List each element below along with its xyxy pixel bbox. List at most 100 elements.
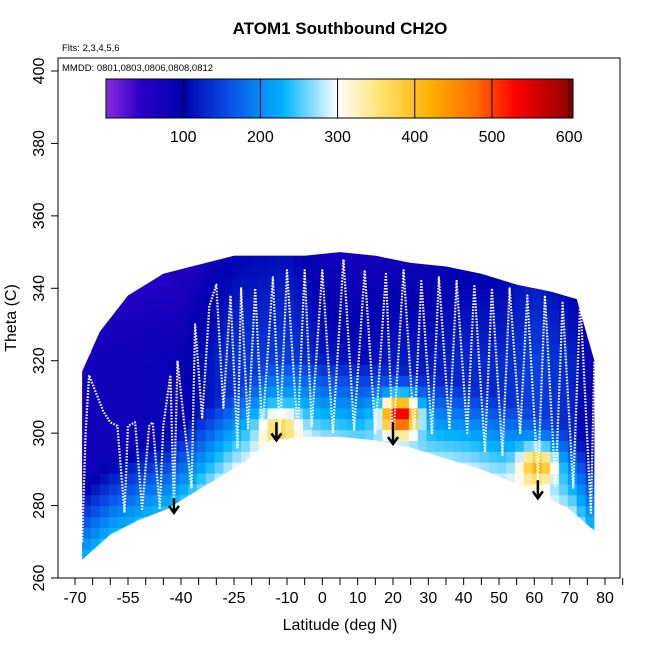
heatmap-cell bbox=[117, 505, 127, 518]
heatmap-cell bbox=[90, 462, 101, 474]
heatmap-cell bbox=[567, 396, 578, 409]
heatmap-cell bbox=[285, 418, 295, 431]
heatmap-cell bbox=[426, 451, 436, 463]
heatmap-cell bbox=[143, 342, 154, 355]
heatmap-cell bbox=[585, 505, 595, 518]
heatmap-cell bbox=[311, 320, 322, 333]
heatmap-cell bbox=[559, 375, 569, 387]
heatmap-cell bbox=[82, 429, 92, 441]
heatmap-cell bbox=[99, 386, 110, 398]
heatmap-cell bbox=[523, 342, 534, 355]
heatmap-cell bbox=[435, 364, 445, 376]
heatmap-cell bbox=[347, 331, 357, 344]
heatmap-cell bbox=[400, 375, 410, 387]
heatmap-cell bbox=[302, 255, 313, 268]
heatmap-cell bbox=[497, 310, 507, 322]
heatmap-cell bbox=[152, 364, 163, 376]
dates-annotation: MMDD: 0801,0803,0806,0808,0812 bbox=[62, 63, 213, 74]
heatmap-cell bbox=[196, 364, 207, 376]
heatmap-cell bbox=[506, 277, 516, 289]
heatmap-cell bbox=[90, 396, 101, 409]
heatmap-cell bbox=[461, 462, 472, 474]
heatmap-cell bbox=[576, 462, 587, 474]
heatmap-cell bbox=[320, 252, 330, 257]
heatmap-cell bbox=[567, 505, 578, 518]
heatmap-cell bbox=[497, 451, 507, 463]
heatmap-cell bbox=[135, 386, 145, 398]
heatmap-cell bbox=[497, 342, 507, 355]
heatmap-cell bbox=[108, 364, 118, 376]
heatmap-cell bbox=[541, 299, 551, 311]
heatmap-cell bbox=[179, 396, 189, 409]
heatmap-cell bbox=[514, 472, 525, 485]
heatmap-cell bbox=[99, 516, 110, 528]
heatmap-cell bbox=[179, 331, 189, 344]
heatmap-cell bbox=[294, 353, 304, 365]
heatmap-cell bbox=[117, 386, 127, 398]
heatmap-cell bbox=[541, 440, 551, 452]
heatmap-cell bbox=[426, 353, 436, 365]
heatmap-cell bbox=[541, 342, 551, 355]
heatmap-cell bbox=[214, 451, 224, 463]
heatmap-cell bbox=[444, 288, 454, 300]
heatmap-cell bbox=[276, 353, 286, 365]
heatmap-cell bbox=[82, 505, 92, 518]
heatmap-cell bbox=[514, 483, 525, 496]
heatmap-cell bbox=[461, 429, 472, 441]
heatmap-cell bbox=[320, 342, 330, 355]
heatmap-cell bbox=[514, 396, 525, 409]
heatmap-cell bbox=[196, 255, 207, 268]
colorbar-tick-label-100: 100 bbox=[170, 129, 197, 146]
heatmap-cell bbox=[258, 310, 269, 322]
heatmap-cell bbox=[400, 451, 410, 463]
heatmap-cell bbox=[320, 396, 330, 409]
heatmap-cell bbox=[426, 331, 436, 344]
heatmap-cell bbox=[117, 375, 127, 387]
heatmap-cell bbox=[276, 310, 286, 322]
heatmap-cell bbox=[214, 462, 224, 474]
heatmap-cell bbox=[249, 451, 260, 463]
heatmap-cell bbox=[461, 375, 472, 387]
heatmap-cell bbox=[143, 299, 154, 311]
heatmap-cell bbox=[506, 407, 516, 420]
heatmap-cell bbox=[559, 429, 569, 441]
heatmap-cell bbox=[417, 451, 428, 463]
arrow-head bbox=[167, 505, 180, 515]
heatmap-cell bbox=[523, 407, 534, 420]
heatmap-cell bbox=[373, 331, 383, 344]
heatmap-cell bbox=[108, 342, 118, 355]
heatmap-cell bbox=[188, 266, 198, 279]
heatmap-cell bbox=[302, 396, 313, 409]
heatmap-cell bbox=[506, 299, 516, 311]
heatmap-cell bbox=[241, 252, 251, 257]
heatmap-cell bbox=[99, 375, 110, 387]
heatmap-cell bbox=[267, 364, 277, 376]
heatmap-cell bbox=[329, 342, 339, 355]
heatmap-cell bbox=[249, 396, 260, 409]
heatmap-cell bbox=[585, 407, 595, 420]
heatmap-cell bbox=[161, 277, 171, 289]
heatmap-cell bbox=[479, 364, 489, 376]
heatmap-cell bbox=[205, 386, 216, 398]
heatmap-cell bbox=[143, 353, 154, 365]
heatmap-cell bbox=[514, 310, 525, 322]
heatmap-cell bbox=[497, 407, 507, 420]
heatmap-cell bbox=[444, 407, 454, 420]
heatmap-cell bbox=[435, 353, 445, 365]
heatmap-cell bbox=[161, 375, 171, 387]
heatmap-cell bbox=[506, 364, 516, 376]
heatmap-cell bbox=[559, 462, 569, 474]
heatmap-cell bbox=[567, 516, 578, 528]
x-tick-label--25: -25 bbox=[222, 590, 245, 607]
heatmap-cell bbox=[320, 331, 330, 344]
heatmap-cell bbox=[479, 331, 489, 344]
heatmap-cell bbox=[241, 396, 251, 409]
heatmap-cell bbox=[232, 342, 242, 355]
heatmap-cell bbox=[108, 320, 118, 333]
heatmap-cell bbox=[523, 364, 534, 376]
heatmap-cell bbox=[152, 451, 163, 463]
heatmap-cell bbox=[276, 299, 286, 311]
heatmap-cell bbox=[506, 462, 516, 474]
heatmap-cell bbox=[205, 353, 216, 365]
heatmap-cell bbox=[435, 310, 445, 322]
